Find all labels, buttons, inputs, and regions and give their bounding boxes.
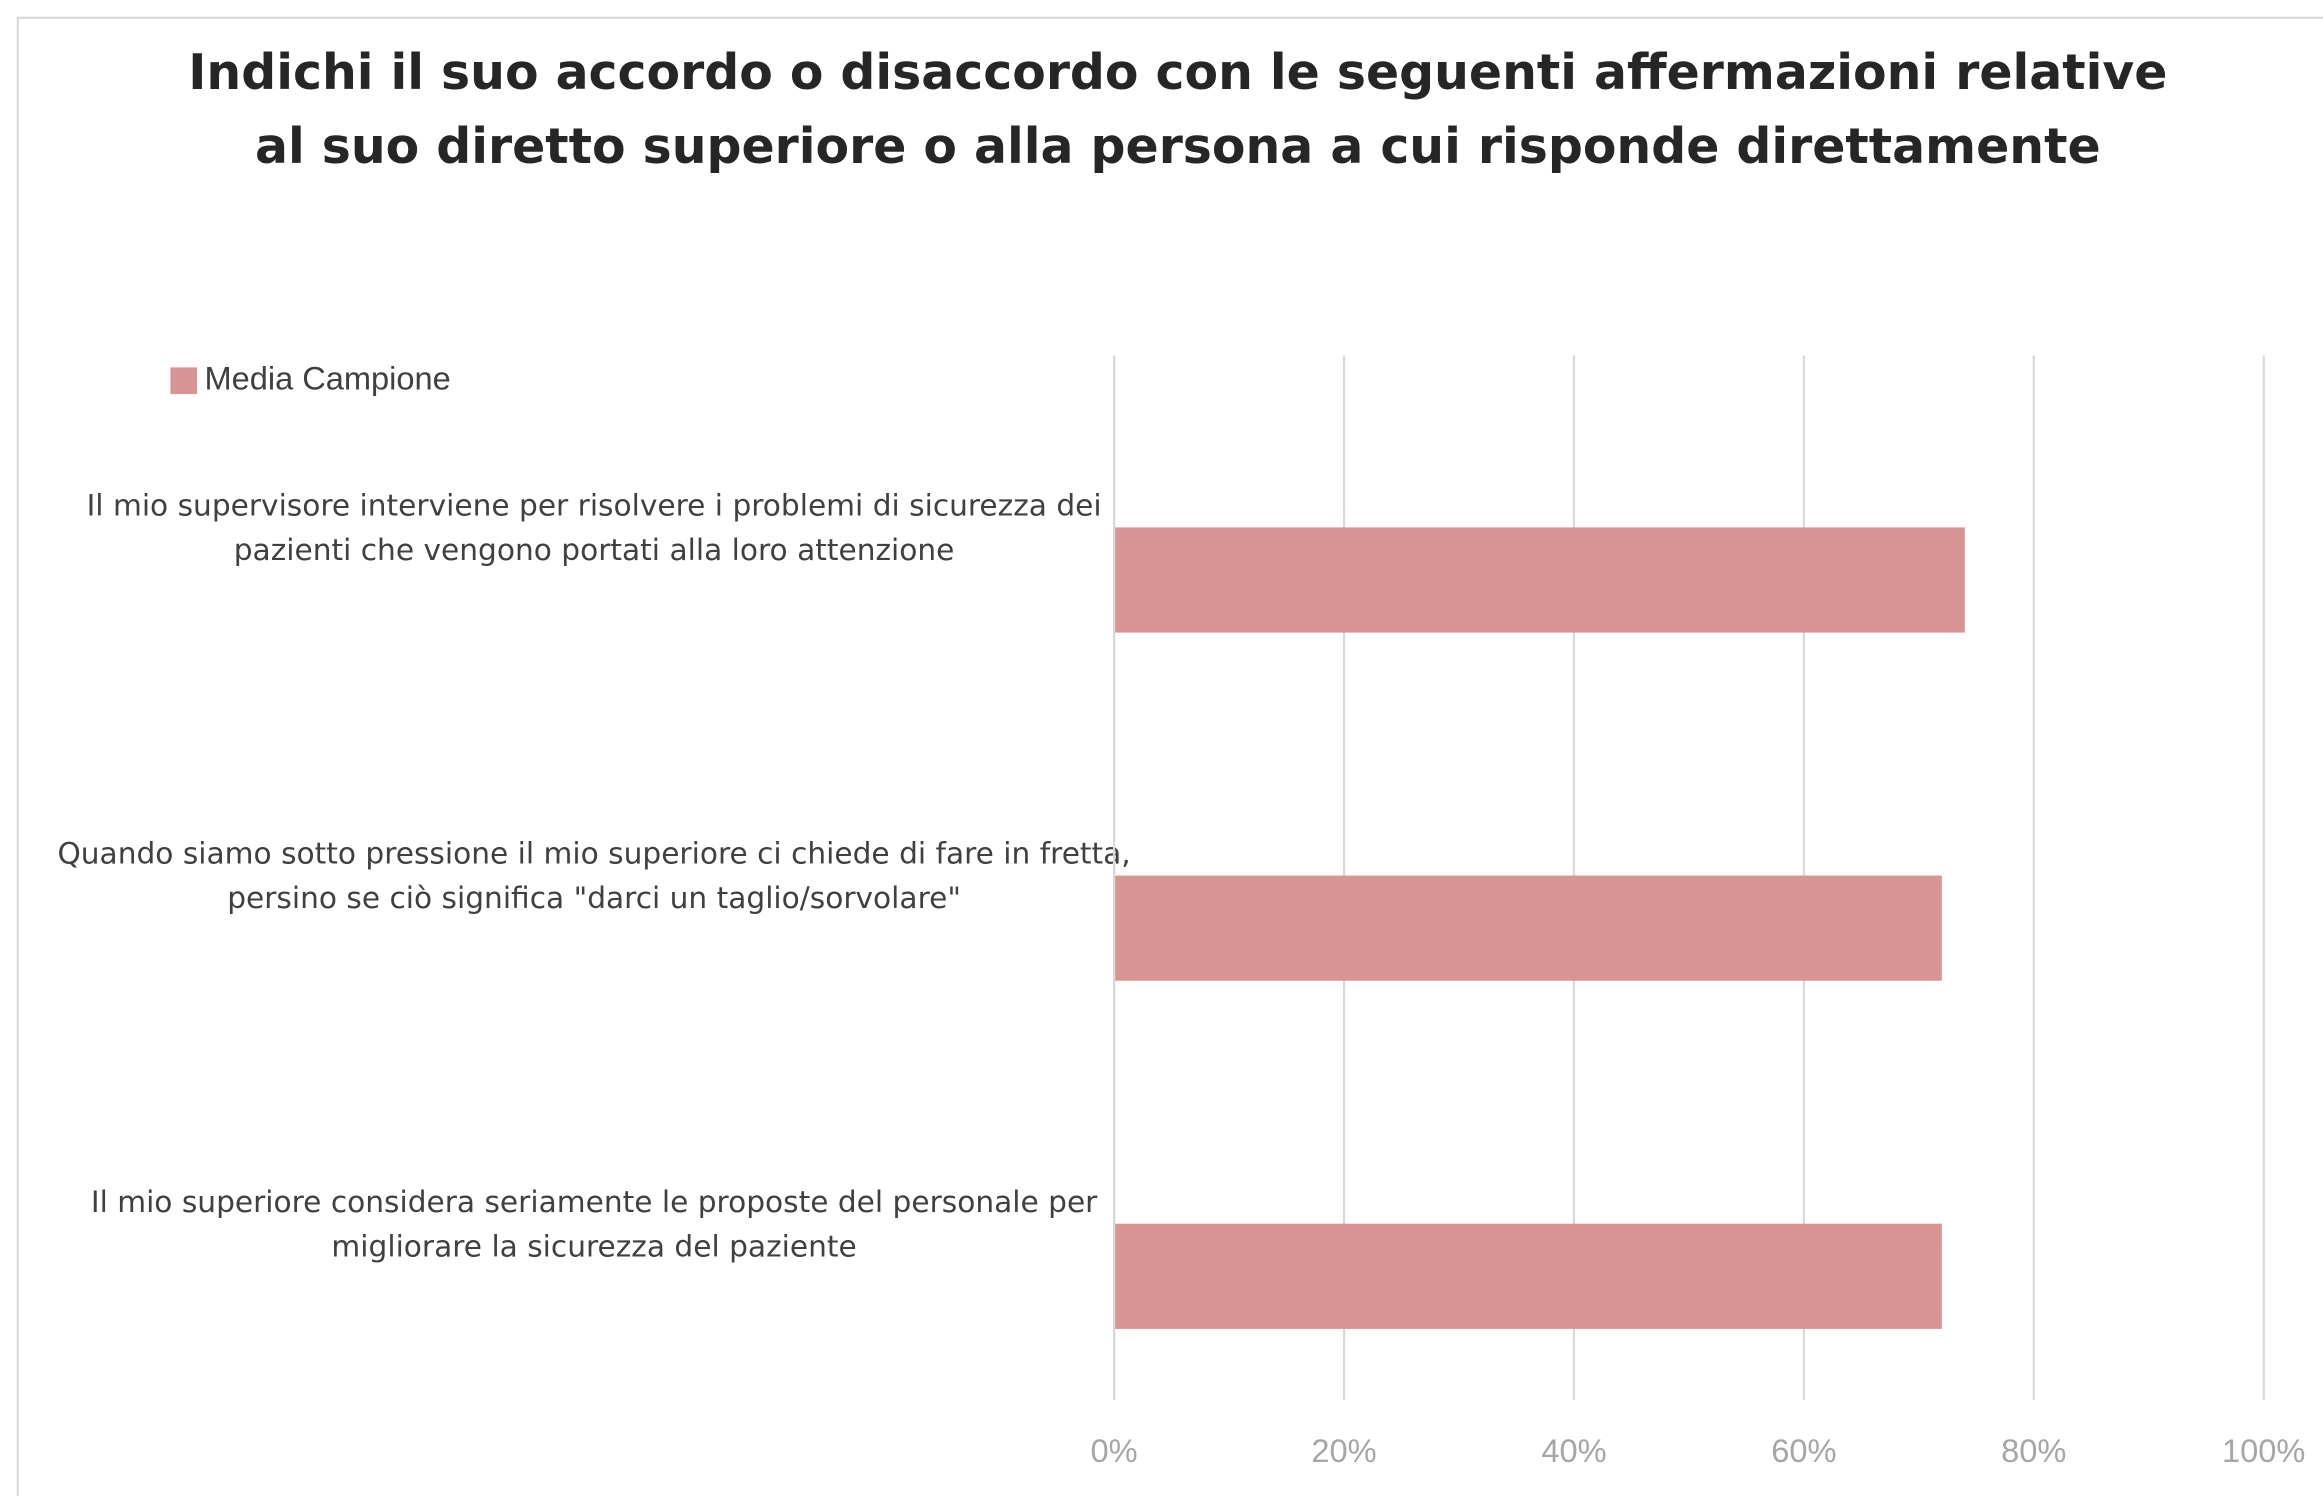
category-label: Quando siamo sotto pressione il mio supe… xyxy=(57,835,1131,916)
category-label-box: Il mio superiore considera seriamente le… xyxy=(90,1183,1098,1264)
legend-swatch xyxy=(170,367,198,395)
bar xyxy=(1114,1223,1942,1329)
bar xyxy=(1114,875,1942,981)
x-tick-label: 0% xyxy=(1091,1432,1138,1469)
x-tick-label: 60% xyxy=(1771,1432,1836,1469)
category-label-box: Quando siamo sotto pressione il mio supe… xyxy=(57,835,1131,916)
category-label: Il mio superiore considera seriamente le… xyxy=(90,1183,1098,1264)
category-label-box: Il mio supervisore interviene per risolv… xyxy=(86,487,1102,568)
x-tick-label: 40% xyxy=(1541,1432,1606,1469)
x-tick-label: 100% xyxy=(2222,1432,2305,1469)
x-tick-label: 80% xyxy=(2001,1432,2066,1469)
x-tick-label: 20% xyxy=(1311,1432,1376,1469)
category-label: Il mio supervisore interviene per risolv… xyxy=(86,487,1102,568)
title-box: Indichi il suo accordo o disaccordo con … xyxy=(188,42,2168,175)
chart-title: Indichi il suo accordo o disaccordo con … xyxy=(188,42,2168,175)
bar xyxy=(1114,527,1965,633)
legend-label: Media Campione xyxy=(204,359,450,396)
